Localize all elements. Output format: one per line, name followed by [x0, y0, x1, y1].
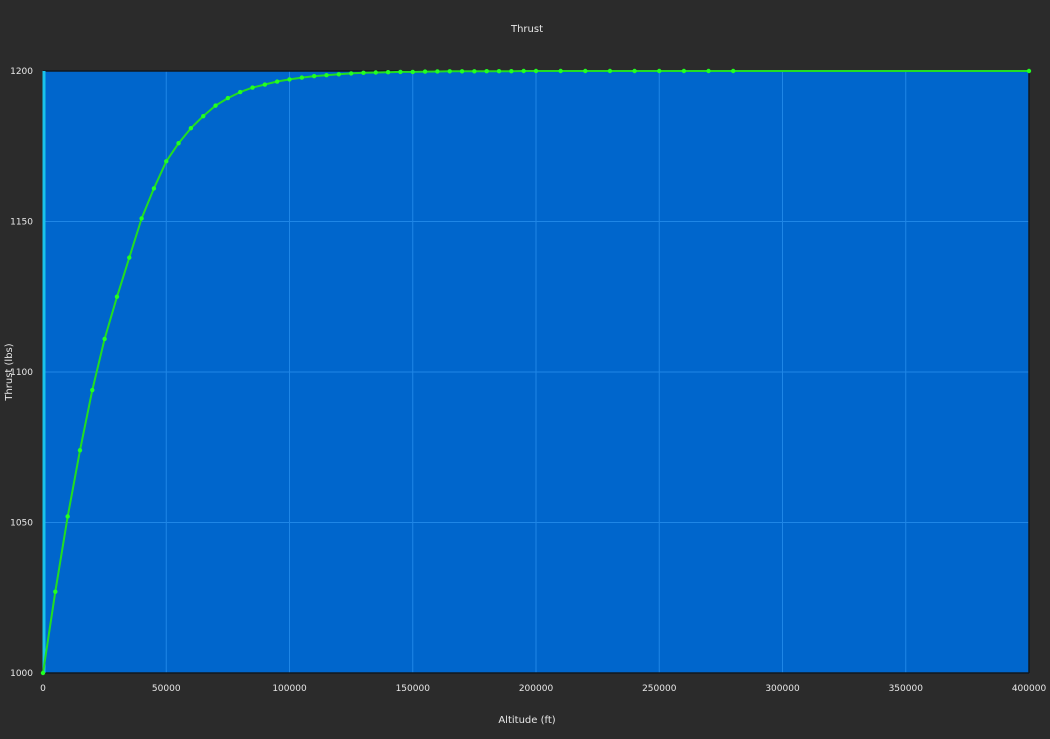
x-tick-label: 50000 [152, 684, 181, 694]
data-point [521, 68, 526, 74]
data-point [472, 69, 477, 74]
data-point [607, 68, 613, 74]
data-point [274, 79, 280, 84]
data-point [324, 73, 329, 78]
data-point [632, 68, 637, 74]
data-point [65, 514, 70, 519]
y-tick-label: 1150 [10, 218, 33, 228]
data-point [127, 255, 132, 260]
y-tick-label: 1000 [10, 669, 33, 679]
data-point [201, 113, 206, 119]
x-tick-label: 100000 [272, 684, 307, 694]
data-point [657, 68, 662, 74]
data-point [731, 68, 736, 74]
y-tick-label: 1100 [10, 368, 33, 378]
data-point [459, 69, 465, 74]
data-point [102, 336, 107, 342]
x-axis-title: Altitude (ft) [498, 715, 555, 726]
x-tick-label: 400000 [1012, 684, 1047, 694]
x-tick-label: 150000 [396, 684, 431, 694]
data-point [299, 75, 305, 80]
data-point [509, 68, 514, 74]
data-point [40, 670, 46, 676]
data-point [373, 70, 378, 75]
data-point [533, 68, 539, 74]
data-point [139, 216, 144, 221]
data-point [287, 77, 292, 82]
data-point [114, 294, 120, 299]
data-point [583, 68, 588, 74]
data-point [225, 95, 231, 101]
chart-title: Thrust [510, 24, 543, 35]
data-point [348, 71, 354, 76]
y-axis-title: Thrust (lbs) [4, 343, 15, 401]
data-point [53, 589, 58, 594]
data-point [558, 68, 563, 74]
data-point [164, 159, 169, 164]
data-point [681, 68, 687, 74]
data-point [262, 82, 268, 87]
x-tick-label: 300000 [765, 684, 800, 694]
y-tick-label: 1050 [10, 519, 33, 529]
data-point [706, 68, 711, 74]
data-point [213, 103, 218, 108]
x-tick-label: 200000 [519, 684, 554, 694]
data-point [250, 85, 255, 90]
series-line [42, 70, 1029, 674]
data-point [176, 141, 181, 146]
data-point [398, 69, 403, 75]
data-point [385, 70, 391, 75]
data-point [496, 68, 502, 74]
data-point [410, 69, 415, 75]
data-point [151, 186, 157, 191]
data-point [435, 69, 440, 74]
data-point [447, 69, 452, 74]
data-point [336, 72, 341, 77]
data-point [311, 73, 317, 79]
x-tick-label: 250000 [642, 684, 677, 694]
y-tick-label: 1200 [10, 67, 33, 77]
data-point [484, 68, 489, 74]
data-point [361, 70, 366, 76]
data-point [238, 89, 243, 95]
data-point [188, 125, 194, 131]
data-point [1026, 68, 1032, 74]
data-point [90, 387, 95, 393]
data-point [422, 69, 428, 74]
x-tick-label: 350000 [889, 684, 924, 694]
x-tick-label: 0 [40, 684, 46, 694]
data-point [77, 448, 83, 453]
